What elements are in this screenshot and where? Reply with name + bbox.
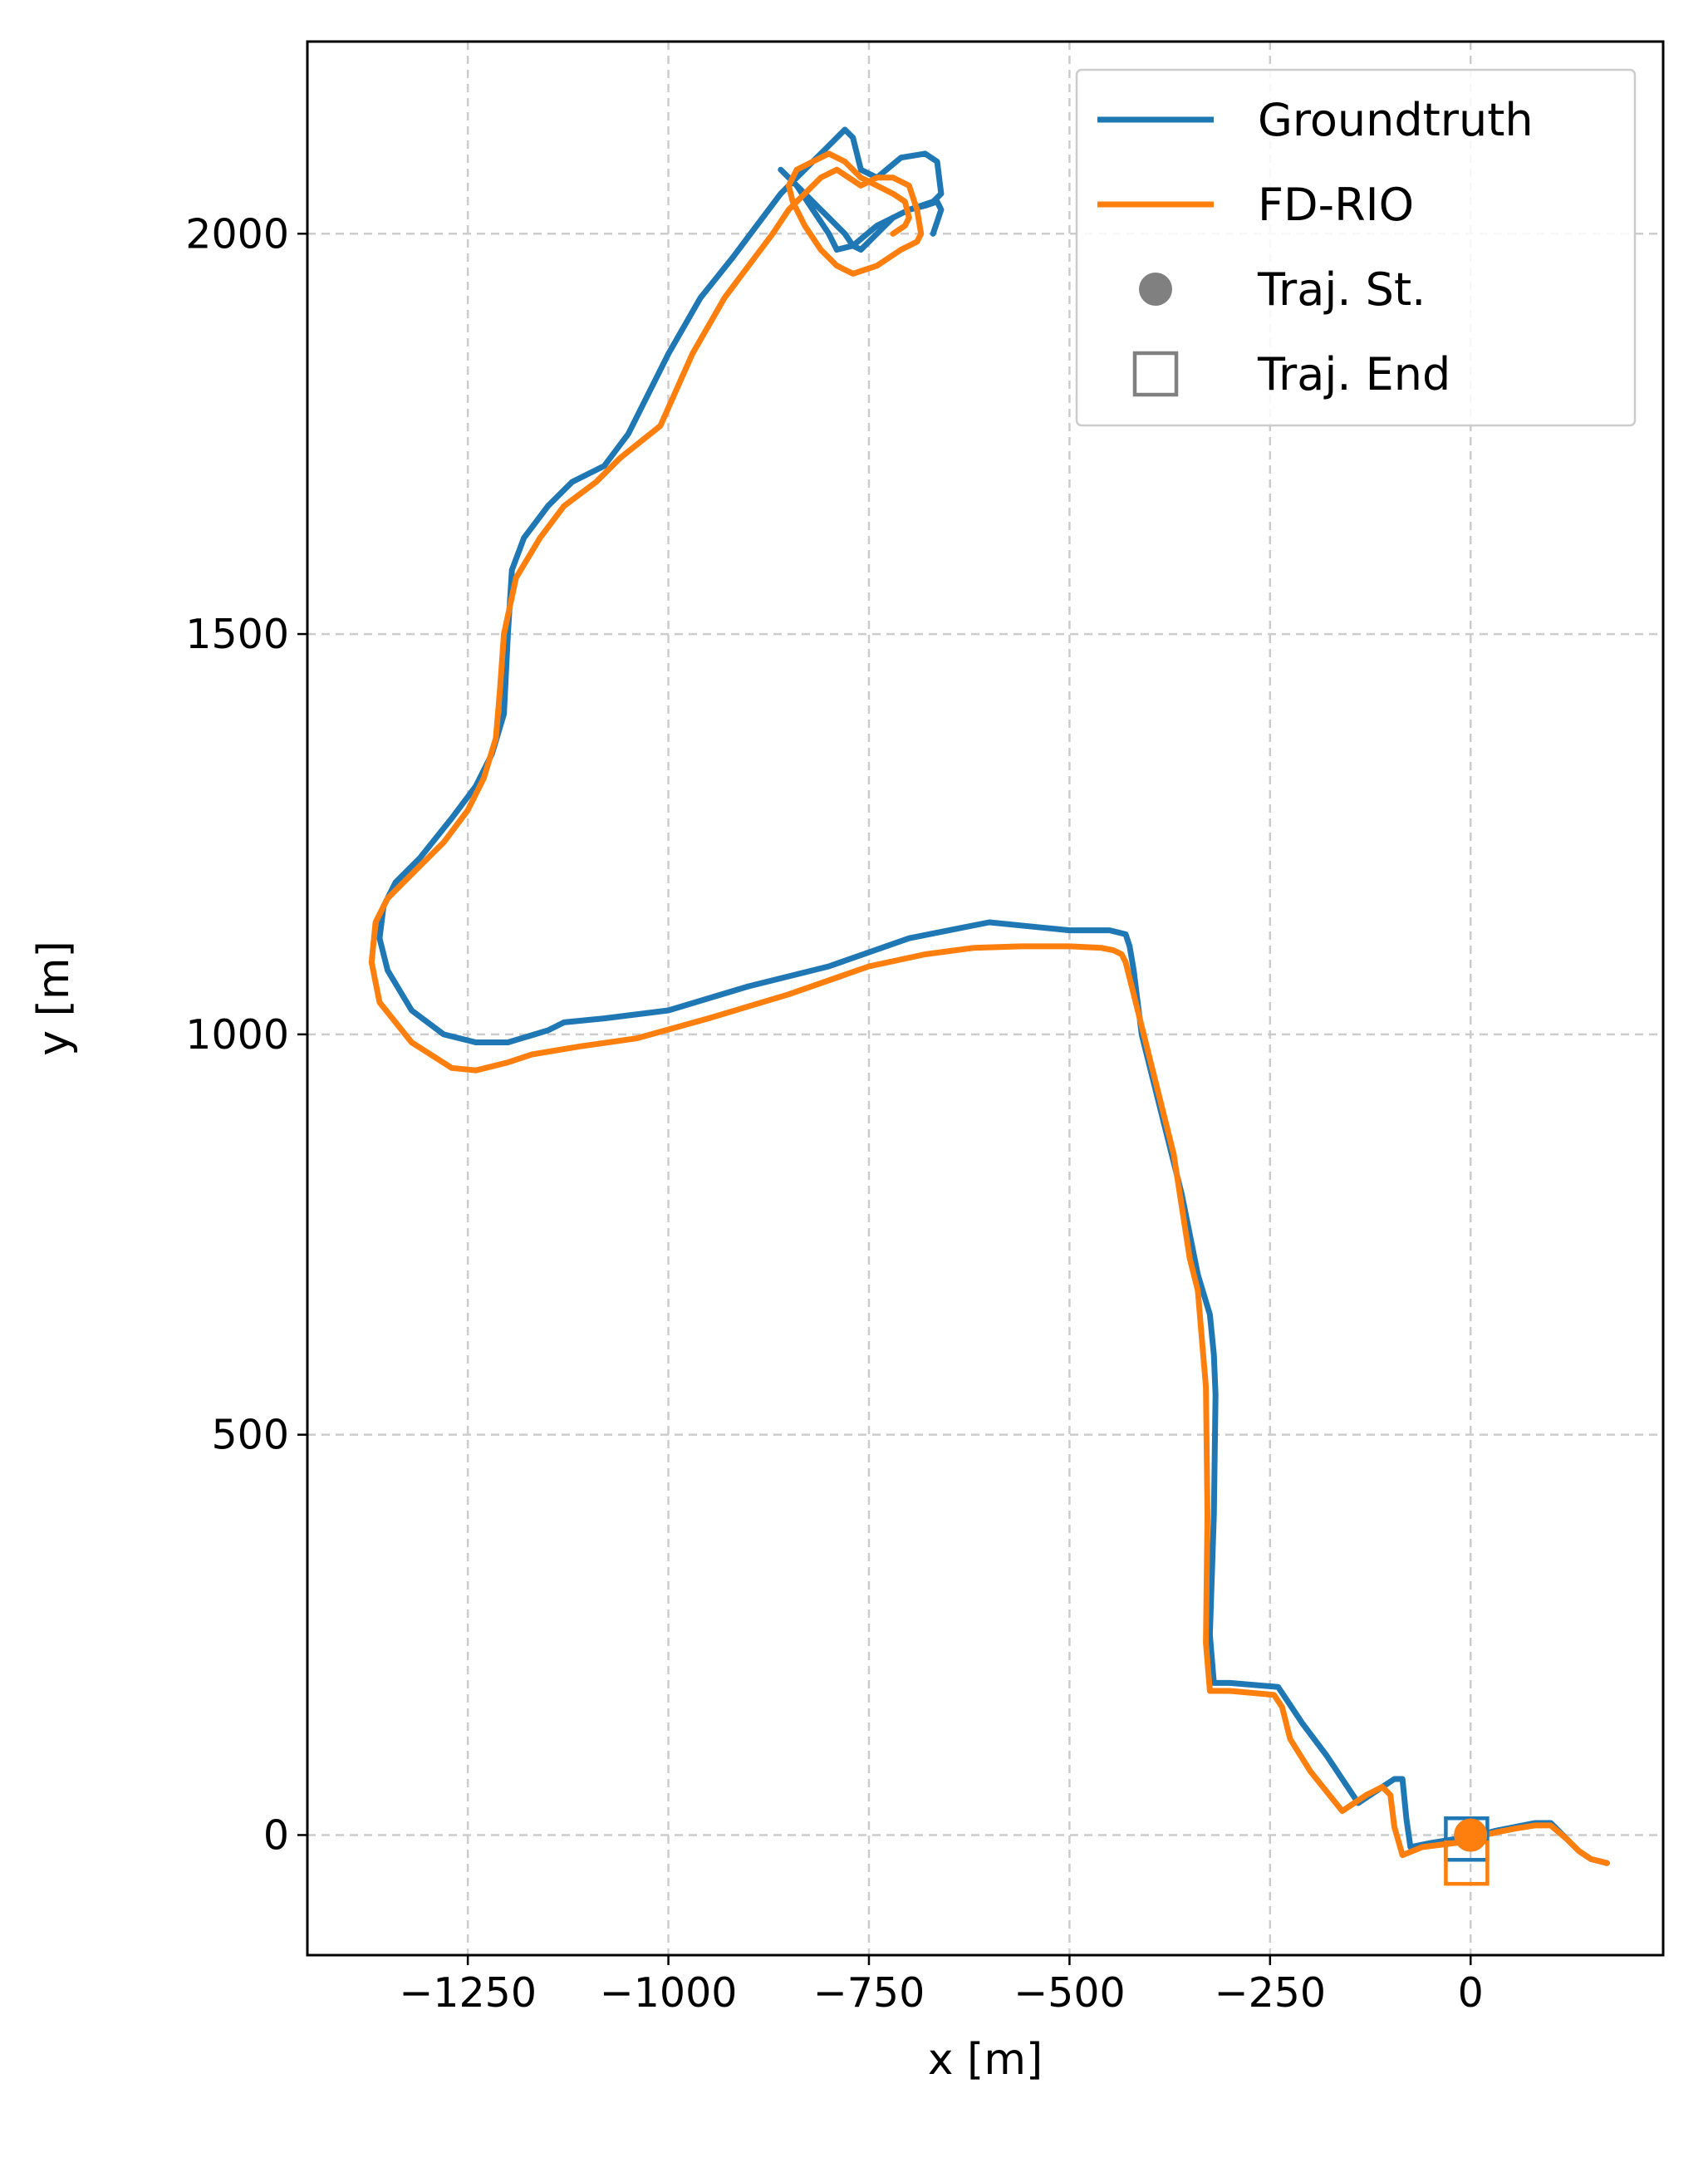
legend-circle-swatch <box>1139 273 1172 306</box>
y-tick-label: 2000 <box>185 210 289 258</box>
legend-box <box>1075 68 1637 427</box>
legend-label: Traj. St. <box>1257 263 1426 316</box>
x-tick-label: 0 <box>1458 1969 1484 2017</box>
y-tick-label: 1000 <box>185 1011 289 1059</box>
legend-label: FD-RIO <box>1258 179 1414 231</box>
x-tick-label: −750 <box>813 1969 925 2017</box>
axes-frame <box>306 40 1665 1957</box>
series-line-0 <box>376 126 1610 1866</box>
x-tick-label: −500 <box>1014 1969 1126 2017</box>
y-tick-label: 500 <box>211 1412 289 1459</box>
x-tick-label: −1000 <box>600 1969 738 2017</box>
y-axis-ticks: 0 500 1000 1500 2000 <box>185 210 307 1859</box>
x-axis-label: x [m] <box>928 2035 1043 2085</box>
plot-series <box>368 126 1610 1866</box>
plot-markers <box>1444 1816 1490 1886</box>
trajectory-end-marker <box>1444 1816 1490 1862</box>
series-line-1 <box>368 150 1610 1866</box>
y-tick-label: 0 <box>263 1811 289 1859</box>
x-tick-label: −250 <box>1215 1969 1327 2017</box>
x-tick-label: −1250 <box>399 1969 537 2017</box>
legend-label: Traj. End <box>1257 348 1450 401</box>
legend: Groundtruth FD-RIO Traj. St. Traj. End <box>1075 68 1637 427</box>
y-axis-label: y [m] <box>29 941 79 1056</box>
legend-square-swatch <box>1132 351 1179 397</box>
trajectory-start-marker <box>1454 1818 1488 1852</box>
x-axis-ticks: −1250 −1000 −750 −500 −250 0 <box>399 1955 1484 2017</box>
y-tick-label: 1500 <box>185 611 289 658</box>
legend-label: Groundtruth <box>1258 94 1534 146</box>
